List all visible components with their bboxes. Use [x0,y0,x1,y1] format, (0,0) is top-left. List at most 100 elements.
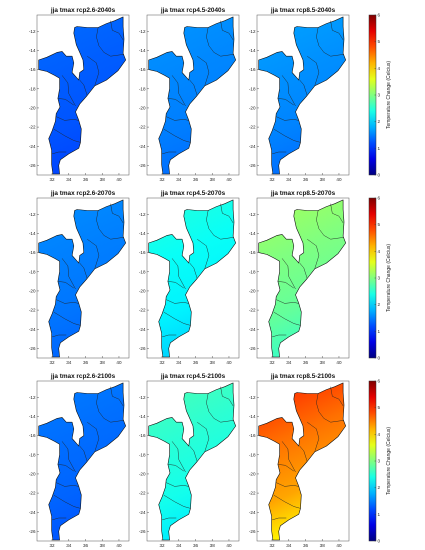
map-panel-jja-tmax-rcp4-5-2070s: jja tmax rcp4.5-2070s -12 -14 -16 -18 -20 -22 -… [139,190,240,365]
x-tick-label: 36 [303,177,309,182]
province-border [171,258,186,290]
x-tick-label: 32 [159,543,165,548]
panel-title: jja tmax rcp8.5-2070s [270,190,336,197]
province-border [163,128,191,143]
x-tick-label: 32 [269,543,275,548]
x-tick-label: 32 [269,360,275,365]
x-tick-label: 34 [66,177,72,182]
y-tick-label: -24 [249,144,256,149]
y-tick-label: -20 [249,289,256,294]
colorbar-tick-label: 1 [378,512,381,517]
colorbar-row-1: 0 1 2 3 4 5 6 Temperature Change (Celcius) [368,13,392,178]
y-tick-label: -20 [29,472,36,477]
y-tick-label: -12 [29,29,36,34]
x-tick-label: 38 [100,177,106,182]
panel-title: jja tmax rcp4.5-2040s [160,7,226,14]
province-border [281,258,296,290]
y-tick-label: -16 [139,67,146,72]
x-tick-label: 32 [49,177,55,182]
map-panel-jja-tmax-rcp8-5-2070s: jja tmax rcp8.5-2070s -12 -14 -16 -18 -20 -22 -… [249,190,350,365]
y-tick-label: -22 [249,125,256,130]
y-tick-label: -22 [139,491,146,496]
province-border [163,494,191,509]
y-tick-label: -18 [29,86,36,91]
province-border [52,517,67,521]
province-border [79,445,88,462]
colorbar-tick-label: 3 [378,459,381,464]
province-border [307,239,320,269]
y-tick-label: -18 [249,86,256,91]
province-border [166,116,189,121]
y-tick-label: -14 [29,414,36,419]
x-tick-label: 34 [176,543,182,548]
colorbar-tick-label: 5 [378,222,381,227]
y-tick-label: -22 [29,491,36,496]
x-tick-label: 40 [116,177,122,182]
x-tick-label: 36 [303,543,309,548]
y-tick-label: -20 [249,472,256,477]
x-tick-label: 40 [116,543,122,548]
province-border [307,56,320,86]
province-border [299,79,308,96]
y-tick-label: -26 [249,529,256,534]
x-tick-label: 38 [100,543,106,548]
colorbar-tick-label: 6 [378,196,381,201]
y-tick-label: -18 [29,269,36,274]
panel-title: jja tmax rcp2.6-2040s [50,7,116,14]
y-tick-label: -22 [29,125,36,130]
x-tick-label: 32 [159,360,165,365]
y-tick-label: -24 [249,327,256,332]
province-border [57,98,74,106]
province-border [56,116,79,121]
x-tick-label: 36 [193,543,199,548]
province-border [79,79,88,96]
x-tick-label: 38 [100,360,106,365]
province-border [272,151,287,155]
country-map-shape [258,199,346,358]
y-tick-label: -12 [139,395,146,400]
colorbar-tick-label: 1 [378,146,381,151]
y-tick-label: -22 [249,308,256,313]
province-border [53,311,81,326]
province-border [61,75,76,107]
country-map-shape [148,199,236,358]
y-tick-label: -26 [249,163,256,168]
province-border [171,75,186,107]
y-tick-label: -24 [29,144,36,149]
province-border [281,75,296,107]
province-border [206,210,235,240]
province-border [276,116,299,121]
x-tick-label: 32 [49,543,55,548]
province-border [53,494,81,509]
province-border [272,334,287,338]
x-tick-label: 40 [226,543,232,548]
x-tick-label: 40 [336,360,342,365]
y-tick-label: -12 [249,212,256,217]
y-tick-label: -12 [249,395,256,400]
y-tick-label: -16 [139,250,146,255]
x-tick-label: 32 [49,360,55,365]
x-tick-label: 36 [193,177,199,182]
colorbar-tick-label: 0 [378,356,381,361]
colorbar-tick-label: 2 [378,302,381,307]
y-tick-label: -12 [29,212,36,217]
province-border [273,494,301,509]
map-panels: jja tmax rcp2.6-2040s -12 -14 -16 -18 -20 -22 -… [29,7,350,548]
x-tick-label: 34 [176,177,182,182]
province-border [206,393,235,423]
province-border [96,393,125,423]
y-tick-label: -16 [249,250,256,255]
province-border [96,27,125,57]
y-tick-label: -14 [139,231,146,236]
country-map-shape [38,16,126,175]
colorbar-tick-label: 6 [378,13,381,18]
colorbar-tick-label: 0 [378,539,381,544]
colorbar-tick-label: 4 [378,249,381,254]
province-border [110,20,124,41]
x-tick-label: 32 [159,177,165,182]
y-tick-label: -18 [139,86,146,91]
y-tick-label: -24 [29,510,36,515]
y-tick-label: -20 [139,106,146,111]
colorbar-tick-label: 2 [378,485,381,490]
colorbar-row-2: 0 1 2 3 4 5 6 Temperature Change (Celcius) [368,196,392,361]
